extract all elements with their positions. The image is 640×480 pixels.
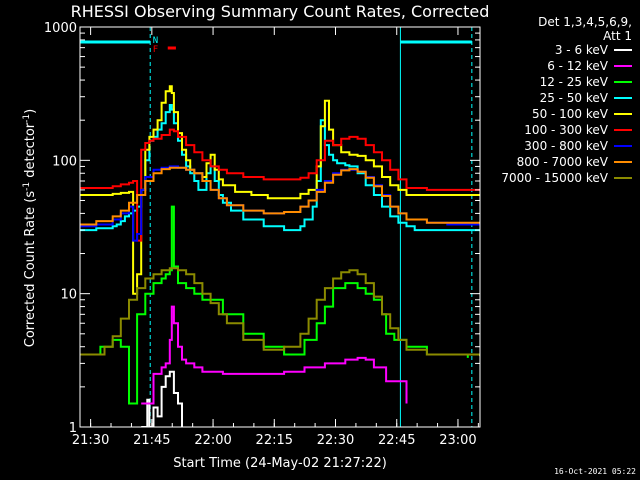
x-axis-label: Start Time (24-May-02 21:27:22) (173, 456, 387, 471)
legend-label-7: 800 - 7000 keV (517, 155, 609, 169)
x-tick-label-4: 22:30 (317, 433, 354, 448)
legend-label-4: 50 - 100 keV (532, 107, 609, 121)
flag-letter-f: F (153, 45, 158, 55)
series-line-5 (80, 128, 480, 242)
legend-label-2: 12 - 25 keV (540, 75, 609, 89)
x-axis: 21:30 21:45 22:00 22:15 22:30 22:45 23:00 (72, 27, 479, 448)
legend-label-3: 25 - 50 keV (540, 91, 609, 105)
series-line-0 (141, 370, 183, 427)
flag-letter-n: N (153, 36, 158, 46)
chart-title: RHESSI Observing Summary Count Rates, Co… (71, 2, 490, 21)
legend: Det 1,3,4,5,6,9,Att 13 - 6 keV 6 - 12 keV… (501, 15, 632, 185)
y-axis-label-end: ) (23, 109, 38, 114)
x-tick-label-1: 21:45 (133, 433, 170, 448)
y-axis: 1 10 100 1000 (44, 21, 480, 436)
legend-header-0: Det 1,3,4,5,6,9, (538, 15, 632, 29)
y-tick-label-2: 100 (52, 154, 77, 169)
y-axis-label-sup1: -1 (22, 182, 32, 191)
series-line-7 (80, 166, 480, 226)
y-axis-label: Corrected Count Rate (s-1 detector-1) (22, 109, 38, 347)
x-tick-label-2: 22:00 (194, 433, 231, 448)
plot-frame (79, 26, 481, 428)
y-axis-label-sup2: -1 (22, 114, 32, 123)
footer-date: 16-Oct-2021 05:22 (554, 467, 636, 476)
legend-label-1: 6 - 12 keV (547, 59, 609, 73)
series-line-4 (80, 85, 480, 295)
legend-label-5: 100 - 300 keV (524, 123, 608, 137)
y-axis-label-main: Corrected Count Rate (s (23, 191, 38, 348)
legend-header-1: Att 1 (603, 29, 632, 43)
x-tick-label-6: 23:00 (439, 433, 476, 448)
series-line-1 (141, 305, 408, 405)
x-tick-label-5: 22:45 (378, 433, 415, 448)
y-tick-label-3: 1000 (44, 21, 77, 36)
x-tick-label-3: 22:15 (256, 433, 293, 448)
legend-label-0: 3 - 6 keV (555, 43, 609, 57)
series-line-3 (80, 104, 480, 232)
legend-label-8: 7000 - 15000 keV (501, 171, 608, 185)
x-tick-label-0: 21:30 (72, 433, 109, 448)
y-axis-label-mid: detector (23, 122, 38, 182)
plot-area: NF (80, 27, 480, 427)
series-line-8 (80, 267, 480, 357)
legend-label-6: 300 - 800 keV (524, 139, 608, 153)
y-tick-label-1: 10 (60, 288, 77, 303)
y-tick-label-0: 1 (69, 421, 77, 436)
